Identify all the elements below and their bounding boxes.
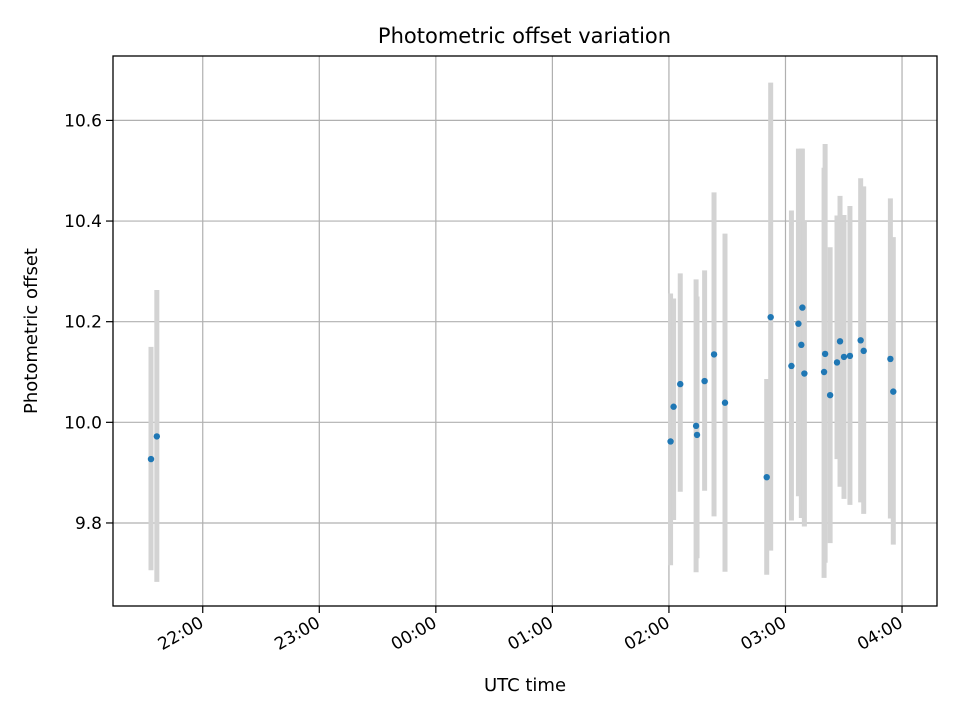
y-tick-label: 10.6 bbox=[64, 111, 102, 131]
data-point bbox=[820, 368, 828, 376]
data-point bbox=[826, 391, 834, 399]
data-point bbox=[153, 433, 161, 440]
data-point bbox=[795, 320, 802, 327]
data-point bbox=[670, 403, 677, 410]
data-point bbox=[767, 313, 774, 321]
data-point bbox=[857, 337, 864, 344]
data-point bbox=[677, 380, 684, 388]
data-point bbox=[692, 422, 700, 430]
data-point bbox=[693, 431, 701, 439]
data-point bbox=[798, 341, 805, 349]
data-point bbox=[821, 350, 829, 358]
y-tick-label: 10.4 bbox=[64, 212, 102, 232]
data-point bbox=[860, 347, 867, 355]
data-point bbox=[799, 304, 806, 311]
x-axis-label: UTC time bbox=[484, 675, 566, 696]
y-axis-label: Photometric offset bbox=[21, 248, 42, 414]
data-point bbox=[836, 338, 844, 345]
data-point bbox=[887, 355, 894, 363]
data-point bbox=[788, 362, 795, 370]
data-points bbox=[147, 304, 897, 481]
data-point bbox=[710, 351, 718, 358]
data-point bbox=[721, 399, 729, 406]
y-tick-label: 10.0 bbox=[64, 413, 102, 433]
data-point bbox=[801, 370, 808, 377]
plot-frame bbox=[112, 55, 938, 607]
data-point bbox=[701, 377, 708, 385]
data-point bbox=[147, 455, 155, 463]
data-point bbox=[763, 473, 770, 481]
data-point bbox=[846, 352, 854, 360]
data-point bbox=[890, 388, 897, 395]
data-point bbox=[840, 353, 848, 361]
data-point bbox=[667, 438, 674, 445]
data-point bbox=[833, 359, 841, 366]
chart-title: Photometric offset variation bbox=[378, 24, 671, 48]
y-tick-label: 10.2 bbox=[64, 313, 102, 333]
y-tick-label: 9.8 bbox=[75, 514, 102, 534]
